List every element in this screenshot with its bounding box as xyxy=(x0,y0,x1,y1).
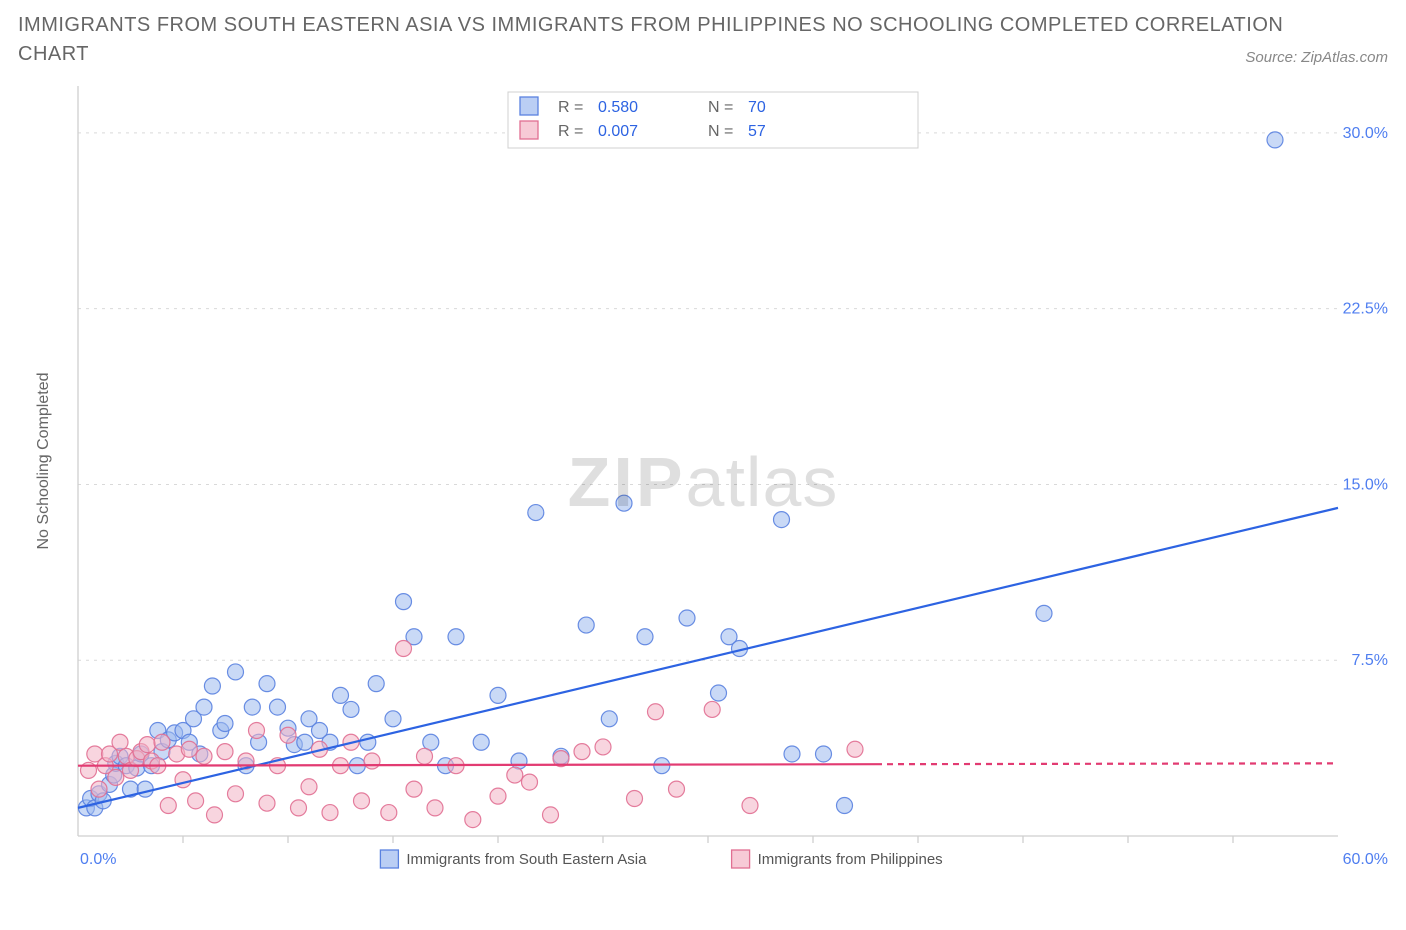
data-point[interactable] xyxy=(1036,605,1052,621)
data-point[interactable] xyxy=(217,744,233,760)
stat-n-value: 57 xyxy=(748,123,766,140)
svg-text:R =: R = xyxy=(558,99,583,116)
legend-label: Immigrants from South Eastern Asia xyxy=(406,851,647,868)
trend-line-phil xyxy=(78,764,876,765)
data-point[interactable] xyxy=(465,812,481,828)
svg-text:N =: N = xyxy=(708,123,733,140)
data-point[interactable] xyxy=(578,617,594,633)
data-point[interactable] xyxy=(322,805,338,821)
data-point[interactable] xyxy=(1267,132,1283,148)
data-point[interactable] xyxy=(228,664,244,680)
legend-swatch xyxy=(380,850,398,868)
data-point[interactable] xyxy=(473,734,489,750)
data-point[interactable] xyxy=(406,781,422,797)
legend-item[interactable]: Immigrants from South Eastern Asia xyxy=(380,850,647,868)
legend-item[interactable]: Immigrants from Philippines xyxy=(732,850,943,868)
data-point[interactable] xyxy=(160,798,176,814)
source-link[interactable]: ZipAtlas.com xyxy=(1301,49,1388,66)
y-axis-label: No Schooling Completed xyxy=(35,373,52,550)
data-point[interactable] xyxy=(648,704,664,720)
data-point[interactable] xyxy=(396,641,412,657)
chart-container: 7.5% 15.0% 22.5% 30.0% 0.0% 60.0% No Schooling… xyxy=(18,76,1388,896)
data-point[interactable] xyxy=(711,685,727,701)
data-point[interactable] xyxy=(280,727,296,743)
data-point[interactable] xyxy=(627,791,643,807)
data-point[interactable] xyxy=(385,711,401,727)
data-point[interactable] xyxy=(244,699,260,715)
svg-text:N =: N = xyxy=(708,99,733,116)
data-point[interactable] xyxy=(291,800,307,816)
data-point[interactable] xyxy=(270,699,286,715)
data-point[interactable] xyxy=(522,774,538,790)
stat-r-value: 0.007 xyxy=(598,123,638,140)
stat-n-value: 70 xyxy=(748,99,766,116)
data-point[interactable] xyxy=(774,512,790,528)
data-point[interactable] xyxy=(154,734,170,750)
data-point[interactable] xyxy=(417,748,433,764)
data-point[interactable] xyxy=(139,737,155,753)
data-point[interactable] xyxy=(574,744,590,760)
data-point[interactable] xyxy=(616,495,632,511)
stats-swatch xyxy=(520,97,538,115)
data-point[interactable] xyxy=(448,629,464,645)
data-point[interactable] xyxy=(601,711,617,727)
source-attribution: Source: ZipAtlas.com xyxy=(1245,49,1388,66)
stat-r-value: 0.580 xyxy=(598,99,638,116)
data-point[interactable] xyxy=(217,716,233,732)
scatter-chart: 7.5% 15.0% 22.5% 30.0% 0.0% 60.0% No Schooling… xyxy=(18,76,1388,896)
data-point[interactable] xyxy=(108,769,124,785)
y-grid-label: 22.5% xyxy=(1343,301,1388,318)
legend-swatch xyxy=(732,850,750,868)
data-point[interactable] xyxy=(196,699,212,715)
data-point[interactable] xyxy=(595,739,611,755)
data-point[interactable] xyxy=(669,781,685,797)
data-point[interactable] xyxy=(847,741,863,757)
data-point[interactable] xyxy=(188,793,204,809)
data-point[interactable] xyxy=(543,807,559,823)
data-point[interactable] xyxy=(528,505,544,521)
data-point[interactable] xyxy=(175,772,191,788)
data-point[interactable] xyxy=(354,793,370,809)
legend-label: Immigrants from Philippines xyxy=(758,851,943,868)
data-point[interactable] xyxy=(784,746,800,762)
data-point[interactable] xyxy=(381,805,397,821)
data-point[interactable] xyxy=(259,676,275,692)
chart-title-line1: IMMIGRANTS FROM SOUTH EASTERN ASIA VS IM… xyxy=(18,14,1283,36)
data-point[interactable] xyxy=(704,701,720,717)
data-point[interactable] xyxy=(742,798,758,814)
data-point[interactable] xyxy=(490,788,506,804)
data-point[interactable] xyxy=(427,800,443,816)
data-point[interactable] xyxy=(816,746,832,762)
data-point[interactable] xyxy=(301,779,317,795)
data-point[interactable] xyxy=(333,687,349,703)
data-point[interactable] xyxy=(137,781,153,797)
data-point[interactable] xyxy=(297,734,313,750)
data-point[interactable] xyxy=(196,748,212,764)
y-grid-label: 7.5% xyxy=(1352,652,1388,669)
data-point[interactable] xyxy=(343,701,359,717)
data-point[interactable] xyxy=(490,687,506,703)
data-point[interactable] xyxy=(507,767,523,783)
y-grid-label: 30.0% xyxy=(1343,125,1388,142)
stats-swatch xyxy=(520,121,538,139)
data-point[interactable] xyxy=(679,610,695,626)
data-point[interactable] xyxy=(364,753,380,769)
data-point[interactable] xyxy=(368,676,384,692)
data-point[interactable] xyxy=(396,594,412,610)
svg-text:R =: R = xyxy=(558,123,583,140)
data-point[interactable] xyxy=(837,798,853,814)
chart-title-line2: CHART xyxy=(18,43,89,66)
data-point[interactable] xyxy=(91,781,107,797)
data-point[interactable] xyxy=(259,795,275,811)
x-axis-label: 0.0% xyxy=(80,851,116,868)
y-grid-label: 15.0% xyxy=(1343,476,1388,493)
data-point[interactable] xyxy=(181,741,197,757)
data-point[interactable] xyxy=(207,807,223,823)
data-point[interactable] xyxy=(204,678,220,694)
data-point[interactable] xyxy=(249,723,265,739)
data-point[interactable] xyxy=(228,786,244,802)
data-point[interactable] xyxy=(637,629,653,645)
x-axis-label: 60.0% xyxy=(1343,851,1388,868)
